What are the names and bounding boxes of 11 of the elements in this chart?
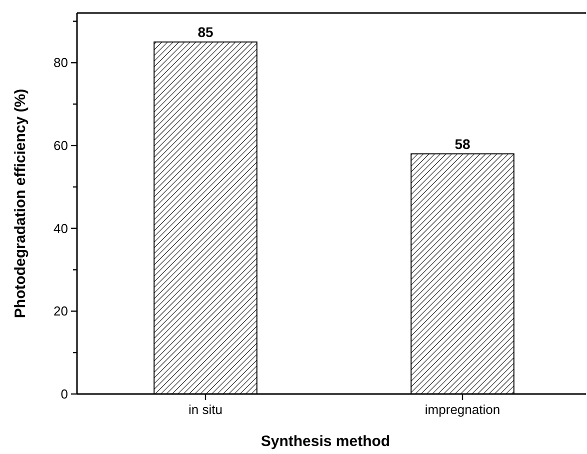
data-label: 85 [198, 24, 214, 40]
y-tick-label: 0 [60, 386, 68, 402]
data-label: 58 [454, 136, 470, 152]
x-tick-label: impregnation [424, 402, 500, 417]
x-axis-title: Synthesis method [260, 433, 390, 450]
y-tick-label: 80 [54, 55, 68, 70]
y-tick-label: 40 [54, 220, 68, 236]
x-tick-label: in situ [188, 402, 222, 417]
y-tick-label: 60 [54, 138, 68, 154]
y-tick-label: 20 [54, 304, 68, 319]
y-axis-title: Photodegradation efficiency (%) [12, 88, 29, 318]
